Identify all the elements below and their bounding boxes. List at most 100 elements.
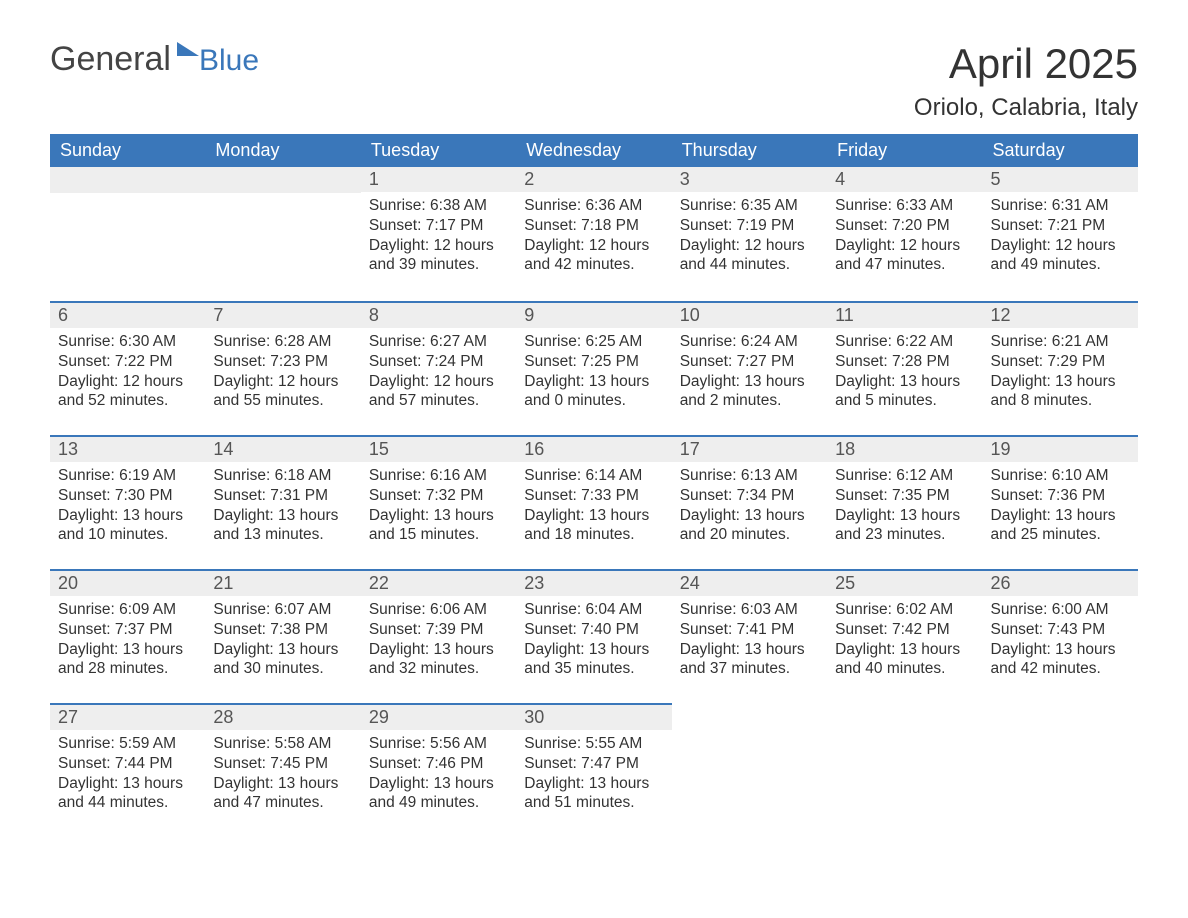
hours-word: hours	[140, 507, 183, 524]
sunset-value: 7:23 PM	[270, 353, 328, 370]
minutes-word: minutes.	[727, 256, 790, 273]
minutes-word: minutes.	[572, 660, 635, 677]
sunrise-label: Sunrise:	[58, 735, 119, 752]
calendar-day-cell: 22Sunrise: 6:06 AMSunset: 7:39 PMDayligh…	[361, 569, 516, 703]
daylight-label: Daylight:	[369, 373, 434, 390]
empty-day-header	[50, 167, 205, 193]
daylight-label: Daylight:	[835, 237, 900, 254]
daylight-line-2: and 47 minutes.	[213, 793, 352, 813]
daylight-label: Daylight:	[524, 641, 589, 658]
daylight-line-1: Daylight: 13 hours	[524, 640, 663, 660]
and-word: and	[58, 660, 88, 677]
day-number: 19	[983, 435, 1138, 462]
sunset-label: Sunset:	[524, 353, 581, 370]
daylight-hours: 13	[278, 641, 295, 658]
daylight-line-1: Daylight: 13 hours	[369, 640, 508, 660]
calendar-day-cell: 29Sunrise: 5:56 AMSunset: 7:46 PMDayligh…	[361, 703, 516, 837]
calendar-day-cell: 25Sunrise: 6:02 AMSunset: 7:42 PMDayligh…	[827, 569, 982, 703]
daylight-label: Daylight:	[991, 373, 1056, 390]
daylight-line-1: Daylight: 13 hours	[369, 506, 508, 526]
calendar-day-cell: 28Sunrise: 5:58 AMSunset: 7:45 PMDayligh…	[205, 703, 360, 837]
sunset-label: Sunset:	[369, 353, 426, 370]
hours-word: hours	[140, 775, 183, 792]
day-details: Sunrise: 6:38 AMSunset: 7:17 PMDaylight:…	[361, 192, 516, 283]
daylight-hours: 12	[433, 373, 450, 390]
sunrise-value: 5:59 AM	[119, 735, 176, 752]
sunset-label: Sunset:	[58, 353, 115, 370]
daylight-line-2: and 49 minutes.	[369, 793, 508, 813]
daylight-line-1: Daylight: 12 hours	[58, 372, 197, 392]
hours-word: hours	[295, 641, 338, 658]
day-details: Sunrise: 6:21 AMSunset: 7:29 PMDaylight:…	[983, 328, 1138, 419]
hours-word: hours	[1072, 373, 1115, 390]
sunset-label: Sunset:	[369, 621, 426, 638]
daylight-label: Daylight:	[524, 373, 589, 390]
daylight-minutes: 40	[865, 660, 882, 677]
day-details: Sunrise: 6:10 AMSunset: 7:36 PMDaylight:…	[983, 462, 1138, 553]
hours-word: hours	[606, 507, 649, 524]
sunset-line: Sunset: 7:35 PM	[835, 486, 974, 506]
calendar-day-cell: 9Sunrise: 6:25 AMSunset: 7:25 PMDaylight…	[516, 301, 671, 435]
calendar-day-cell: 15Sunrise: 6:16 AMSunset: 7:32 PMDayligh…	[361, 435, 516, 569]
calendar-day-cell: 7Sunrise: 6:28 AMSunset: 7:23 PMDaylight…	[205, 301, 360, 435]
daylight-line-1: Daylight: 13 hours	[991, 506, 1130, 526]
sunset-value: 7:30 PM	[115, 487, 173, 504]
hours-word: hours	[295, 775, 338, 792]
page-header: General Blue April 2025 Oriolo, Calabria…	[50, 40, 1138, 122]
sunrise-value: 6:14 AM	[585, 467, 642, 484]
daylight-hours: 13	[900, 507, 917, 524]
sunrise-line: Sunrise: 6:25 AM	[524, 332, 663, 352]
hours-word: hours	[762, 507, 805, 524]
daylight-line-2: and 5 minutes.	[835, 391, 974, 411]
sunset-value: 7:47 PM	[581, 755, 639, 772]
sunrise-value: 6:24 AM	[741, 333, 798, 350]
sunset-line: Sunset: 7:45 PM	[213, 754, 352, 774]
sunrise-line: Sunrise: 6:22 AM	[835, 332, 974, 352]
hours-word: hours	[140, 373, 183, 390]
and-word: and	[524, 392, 554, 409]
minutes-word: minutes.	[563, 392, 626, 409]
daylight-minutes: 42	[554, 256, 571, 273]
day-details: Sunrise: 6:31 AMSunset: 7:21 PMDaylight:…	[983, 192, 1138, 283]
daylight-line-2: and 42 minutes.	[524, 255, 663, 275]
sunrise-value: 6:21 AM	[1052, 333, 1109, 350]
minutes-word: minutes.	[105, 526, 168, 543]
daylight-line-2: and 10 minutes.	[58, 525, 197, 545]
day-details: Sunrise: 5:59 AMSunset: 7:44 PMDaylight:…	[50, 730, 205, 821]
day-number: 28	[205, 703, 360, 730]
and-word: and	[369, 392, 399, 409]
daylight-line-2: and 39 minutes.	[369, 255, 508, 275]
day-details: Sunrise: 5:58 AMSunset: 7:45 PMDaylight:…	[205, 730, 360, 821]
sunset-label: Sunset:	[524, 487, 581, 504]
day-details: Sunrise: 6:24 AMSunset: 7:27 PMDaylight:…	[672, 328, 827, 419]
day-number: 10	[672, 301, 827, 328]
sunrise-line: Sunrise: 6:38 AM	[369, 196, 508, 216]
sunset-value: 7:36 PM	[1047, 487, 1105, 504]
hours-word: hours	[295, 507, 338, 524]
sunset-value: 7:42 PM	[892, 621, 950, 638]
daylight-line-1: Daylight: 13 hours	[680, 506, 819, 526]
daylight-line-1: Daylight: 13 hours	[835, 506, 974, 526]
daylight-label: Daylight:	[369, 641, 434, 658]
minutes-word: minutes.	[416, 660, 479, 677]
minutes-word: minutes.	[727, 526, 790, 543]
day-details: Sunrise: 6:12 AMSunset: 7:35 PMDaylight:…	[827, 462, 982, 553]
sunrise-label: Sunrise:	[524, 333, 585, 350]
daylight-minutes: 49	[1021, 256, 1038, 273]
day-number: 24	[672, 569, 827, 596]
weekday-header: Sunday	[50, 134, 205, 167]
sunrise-value: 5:55 AM	[585, 735, 642, 752]
daylight-line-2: and 49 minutes.	[991, 255, 1130, 275]
daylight-minutes: 20	[710, 526, 727, 543]
sunrise-value: 6:07 AM	[275, 601, 332, 618]
daylight-label: Daylight:	[213, 641, 278, 658]
sunrise-line: Sunrise: 6:04 AM	[524, 600, 663, 620]
minutes-word: minutes.	[874, 392, 937, 409]
calendar-day-cell: 30Sunrise: 5:55 AMSunset: 7:47 PMDayligh…	[516, 703, 671, 837]
sunset-value: 7:45 PM	[270, 755, 328, 772]
title-block: April 2025 Oriolo, Calabria, Italy	[914, 40, 1138, 122]
daylight-hours: 13	[744, 507, 761, 524]
sunrise-value: 6:13 AM	[741, 467, 798, 484]
sunset-label: Sunset:	[524, 621, 581, 638]
daylight-line-2: and 55 minutes.	[213, 391, 352, 411]
